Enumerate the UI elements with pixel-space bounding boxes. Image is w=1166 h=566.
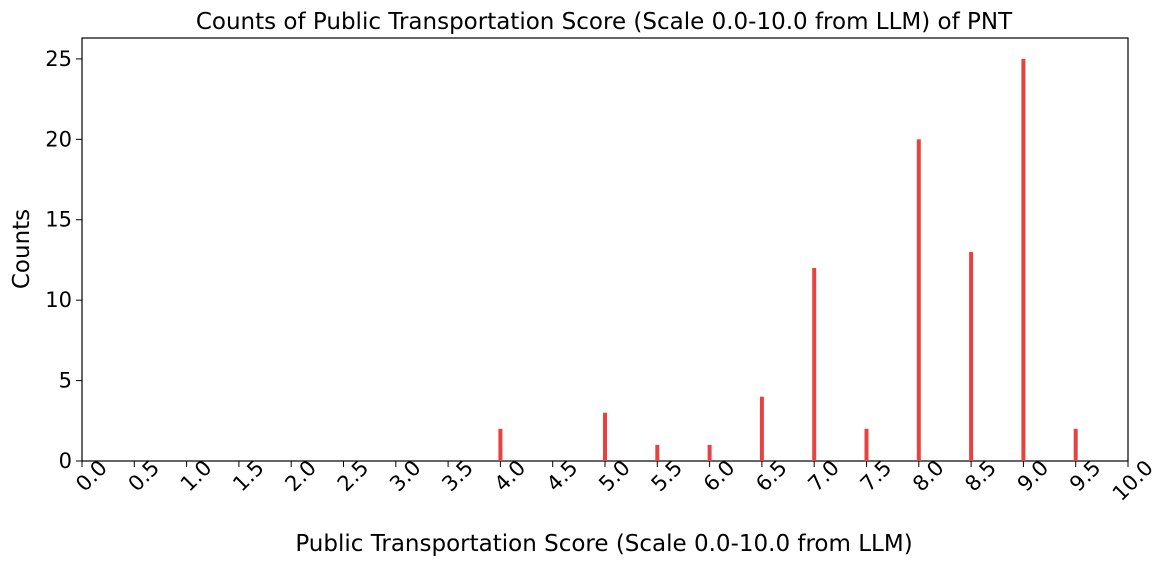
bar bbox=[1073, 428, 1078, 461]
y-axis-label: Counts bbox=[9, 209, 35, 289]
x-tick-label: 1.5 bbox=[228, 456, 269, 497]
chart-title: Counts of Public Transportation Score (S… bbox=[196, 9, 1013, 35]
x-tick-label: 9.0 bbox=[1013, 456, 1054, 497]
x-tick-label: 2.0 bbox=[280, 456, 321, 497]
bar bbox=[655, 444, 660, 461]
x-axis-label: Public Transportation Score (Scale 0.0-1… bbox=[295, 531, 912, 557]
x-tick-label: 2.5 bbox=[333, 456, 374, 497]
bar bbox=[498, 428, 503, 461]
x-tick-label: 8.5 bbox=[960, 456, 1001, 497]
bar bbox=[864, 428, 869, 461]
bar bbox=[759, 396, 764, 461]
x-tick-label: 7.5 bbox=[856, 456, 897, 497]
x-axis-ticks: 0.0 0.5 1.0 1.5 2.0 2.5 3.0 3.5 4.0 4.5 5.0 5.5 6.0 6… bbox=[71, 456, 1158, 506]
bar bbox=[603, 412, 607, 461]
x-tick-label: 3.5 bbox=[437, 456, 478, 497]
x-tick-label: 6.5 bbox=[751, 456, 792, 497]
bars-group bbox=[498, 58, 1078, 461]
x-tick-label: 7.0 bbox=[803, 456, 844, 497]
y-tick-label: 25 bbox=[45, 47, 72, 71]
x-tick-label: 4.5 bbox=[542, 456, 583, 497]
x-tick-label: 6.0 bbox=[699, 456, 740, 497]
y-tick-label: 20 bbox=[45, 127, 72, 151]
x-tick-label: 8.0 bbox=[908, 456, 949, 497]
bar bbox=[812, 267, 817, 461]
x-tick-label: 1.0 bbox=[176, 456, 217, 497]
x-tick-label: 5.0 bbox=[594, 456, 635, 497]
y-tick-label: 0 bbox=[59, 449, 72, 473]
y-tick-label: 15 bbox=[45, 208, 72, 232]
bar bbox=[916, 139, 921, 461]
y-tick-label: 10 bbox=[45, 288, 72, 312]
bar bbox=[707, 444, 712, 461]
y-tick-label: 5 bbox=[59, 369, 72, 393]
x-tick-label: 10.0 bbox=[1108, 456, 1158, 506]
x-tick-label: 5.5 bbox=[647, 456, 688, 497]
x-tick-label: 0.5 bbox=[124, 456, 165, 497]
bar bbox=[969, 251, 974, 461]
x-tick-label: 0.0 bbox=[71, 456, 112, 497]
x-tick-label: 3.0 bbox=[385, 456, 426, 497]
x-tick-label: 4.0 bbox=[490, 456, 531, 497]
x-tick-label: 9.5 bbox=[1065, 456, 1106, 497]
bar bbox=[1021, 58, 1026, 461]
y-axis-ticks: 0 5 10 15 20 25 bbox=[45, 47, 82, 473]
